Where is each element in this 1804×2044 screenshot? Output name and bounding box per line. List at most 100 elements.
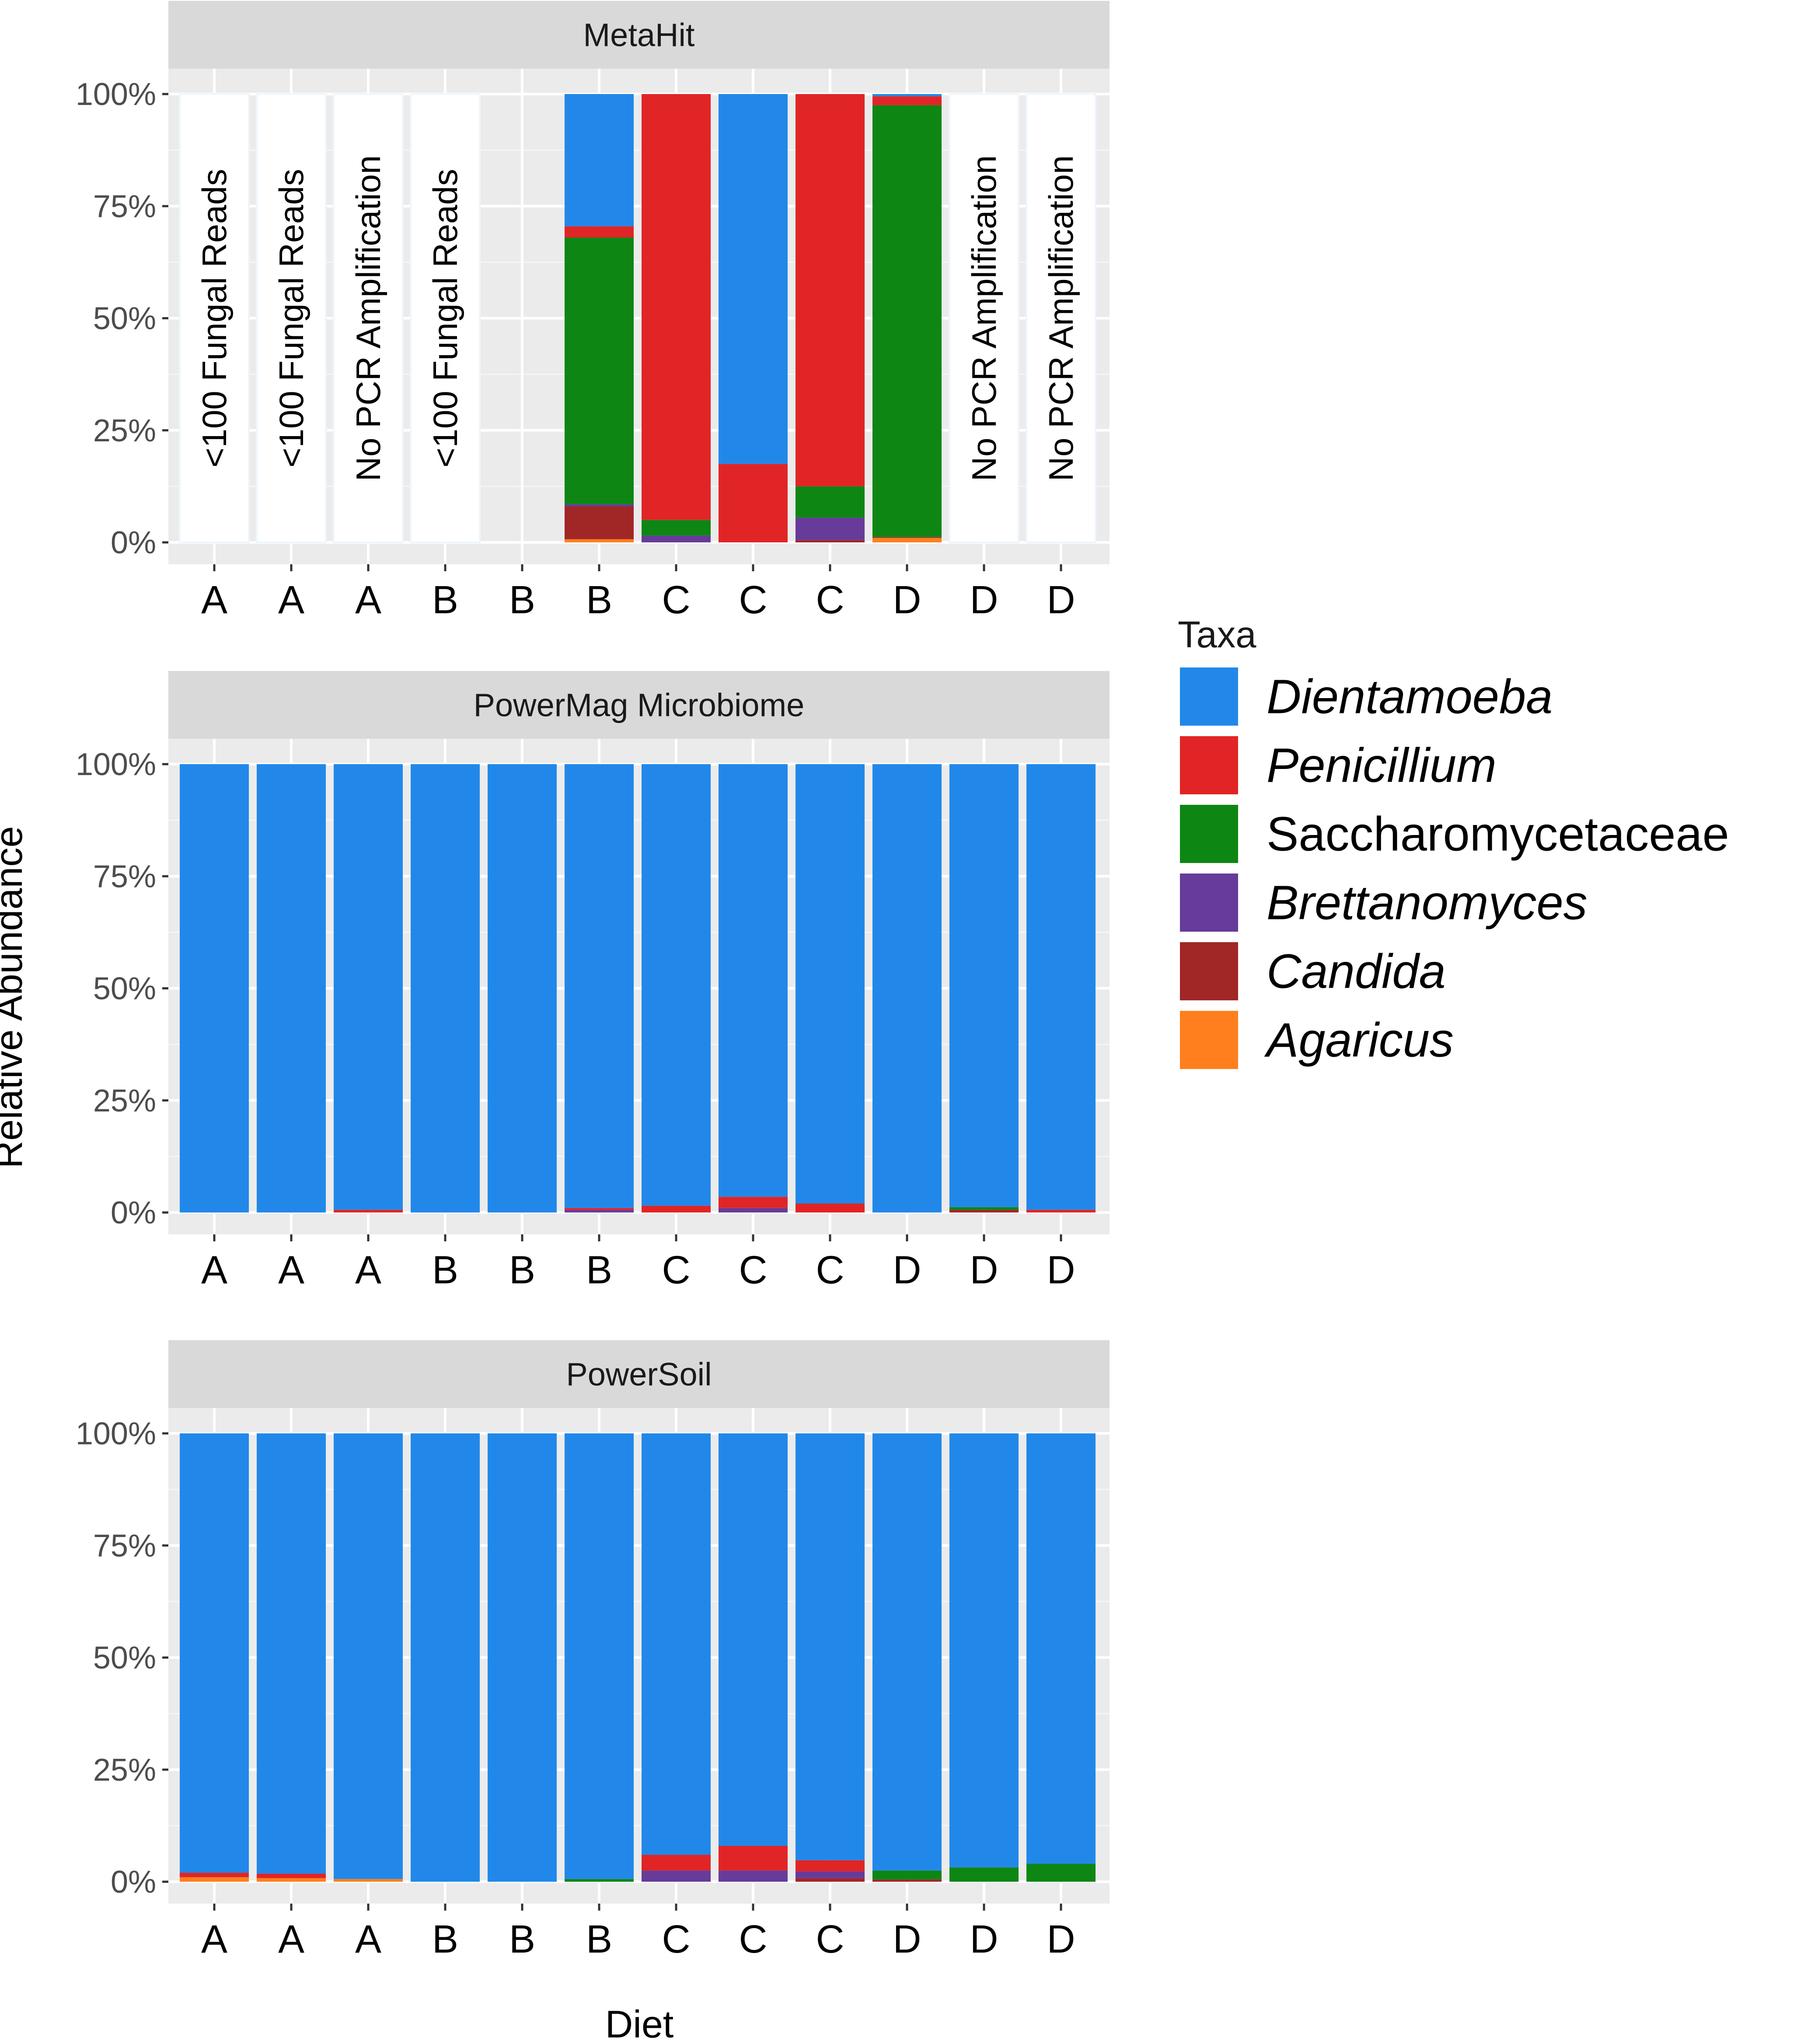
bar-segment-dientamoeba — [796, 1433, 865, 1860]
bar-segment-brettanomyces — [642, 535, 711, 542]
y-axis-title: Relative Abundance — [0, 826, 30, 1169]
x-tick-label: D — [893, 1248, 921, 1292]
bar-segment-dientamoeba — [411, 764, 480, 1212]
bar-segment-dientamoeba — [1026, 1433, 1096, 1864]
bar-segment-candida — [796, 540, 865, 542]
sample-note-label: <100 Fungal Reads — [426, 169, 464, 468]
bar-segment-penicillium — [872, 96, 942, 105]
bar-segment-saccharomycetaceae — [796, 486, 865, 518]
legend-key-saccharomycetaceae — [1180, 805, 1238, 863]
bar-segment-penicillium — [257, 1873, 326, 1878]
bar-segment-dientamoeba — [642, 1433, 711, 1855]
bar-segment-saccharomycetaceae — [565, 1879, 634, 1882]
x-tick-label: C — [816, 1918, 844, 1961]
x-axis-title: Diet — [605, 2002, 674, 2044]
facet-panel-1: MetaHit 0% 25% 50% 75% 100% A A A B B B C C C D D D <100 F… — [76, 1, 1110, 622]
x-tick-label: C — [662, 1918, 691, 1961]
bar-segment-agaricus — [334, 1879, 403, 1882]
legend-key-candida — [1180, 942, 1238, 1000]
bar-segment-penicillium — [1026, 1209, 1096, 1212]
y-tick-label: 75% — [93, 1528, 156, 1563]
y-tick-label: 50% — [93, 1641, 156, 1676]
x-tick-label: C — [662, 578, 691, 622]
bar-segment-dientamoeba — [1026, 764, 1096, 1210]
bar-segment-dientamoeba — [796, 764, 865, 1204]
bar-segment-dientamoeba — [411, 1433, 480, 1882]
x-tick-label: A — [278, 578, 304, 622]
legend-label-agaricus: Agaricus — [1264, 1013, 1454, 1067]
bar-segment-penicillium — [642, 1205, 711, 1212]
legend-key-penicillium — [1180, 736, 1238, 794]
facet-strip-label: MetaHit — [583, 17, 695, 53]
bar-segment-penicillium — [642, 1855, 711, 1871]
sample-note-label: No PCR Amplification — [965, 155, 1003, 482]
legend-title: Taxa — [1178, 614, 1256, 656]
facet-panel-3: PowerSoil 0% 25% 50% 75% 100% A A A B B B C C C D D D — [76, 1340, 1110, 1961]
bar-segment-dientamoeba — [180, 764, 249, 1212]
bar-segment-candida — [949, 1209, 1019, 1212]
sample-note-label: <100 Fungal Reads — [195, 169, 234, 468]
bar-segment-candida — [872, 537, 942, 538]
y-tick-label: 50% — [93, 971, 156, 1006]
bar-segment-dientamoeba — [257, 764, 326, 1212]
x-tick-label: D — [970, 1248, 998, 1292]
bar-segment-dientamoeba — [872, 1433, 942, 1871]
bar-segment-candida — [872, 1879, 942, 1882]
x-tick-label: B — [432, 1248, 458, 1292]
x-tick-label: D — [893, 578, 921, 622]
bar-segment-saccharomycetaceae — [642, 520, 711, 536]
bar-segment-penicillium — [796, 1203, 865, 1212]
bar-segment-dientamoeba — [488, 764, 557, 1212]
bar-segment-penicillium — [796, 1860, 865, 1872]
empty-sample-box — [410, 93, 481, 543]
bar-segment-penicillium — [565, 1208, 634, 1210]
y-tick-label: 50% — [93, 301, 156, 336]
x-tick-label: A — [278, 1248, 304, 1292]
bar-segment-dientamoeba — [565, 764, 634, 1208]
sample-note-label: <100 Fungal Reads — [272, 169, 311, 468]
sample-note-label: No PCR Amplification — [349, 155, 387, 482]
legend-label-saccharomycetaceae: Saccharomycetaceae — [1267, 807, 1729, 861]
empty-sample-box — [179, 93, 250, 543]
x-tick-label: A — [278, 1918, 304, 1961]
x-tick-label: A — [201, 1918, 227, 1961]
bar-segment-dientamoeba — [334, 764, 403, 1210]
bar-segment-dientamoeba — [565, 94, 634, 227]
bar-segment-saccharomycetaceae — [1026, 1864, 1096, 1882]
x-tick-label: B — [509, 1248, 535, 1292]
bar-segment-penicillium — [565, 226, 634, 238]
empty-sample-box — [949, 93, 1019, 543]
bar-segment-dientamoeba — [872, 764, 942, 1212]
bar-segment-saccharomycetaceae — [872, 105, 942, 537]
y-tick-label: 100% — [76, 77, 156, 112]
x-tick-label: B — [586, 578, 612, 622]
x-tick-label: B — [432, 578, 458, 622]
bar-segment-dientamoeba — [180, 1433, 249, 1873]
bar-segment-candida — [565, 507, 634, 539]
bar-segment-dientamoeba — [488, 1433, 557, 1882]
bar-segment-brettanomyces — [796, 517, 865, 540]
bar-segment-saccharomycetaceae — [949, 1207, 1019, 1210]
facet-strip-label: PowerMag Microbiome — [474, 687, 805, 723]
bar-segment-dientamoeba — [872, 94, 942, 97]
bar-segment-brettanomyces — [565, 504, 634, 507]
x-tick-label: C — [739, 1248, 768, 1292]
bar-segment-dientamoeba — [719, 1433, 788, 1846]
bar-segment-brettanomyces — [719, 1870, 788, 1882]
bar-segment-saccharomycetaceae — [565, 238, 634, 504]
legend-key-dientamoeba — [1180, 667, 1238, 726]
legend-label-brettanomyces: Brettanomyces — [1267, 876, 1588, 930]
bar-segment-penicillium — [180, 1873, 249, 1877]
bar-segment-agaricus — [872, 538, 942, 542]
facet-strip — [168, 1340, 1110, 1408]
bar-segment-penicillium — [719, 464, 788, 542]
bar-segment-dientamoeba — [719, 94, 788, 464]
x-tick-label: A — [355, 1248, 381, 1292]
legend-label-dientamoeba: Dientamoeba — [1267, 670, 1553, 724]
x-tick-label: C — [662, 1248, 691, 1292]
y-tick-label: 0% — [111, 525, 156, 560]
bar-segment-dientamoeba — [719, 764, 788, 1197]
bar-segment-saccharomycetaceae — [949, 1867, 1019, 1882]
bar-segment-penicillium — [796, 94, 865, 486]
